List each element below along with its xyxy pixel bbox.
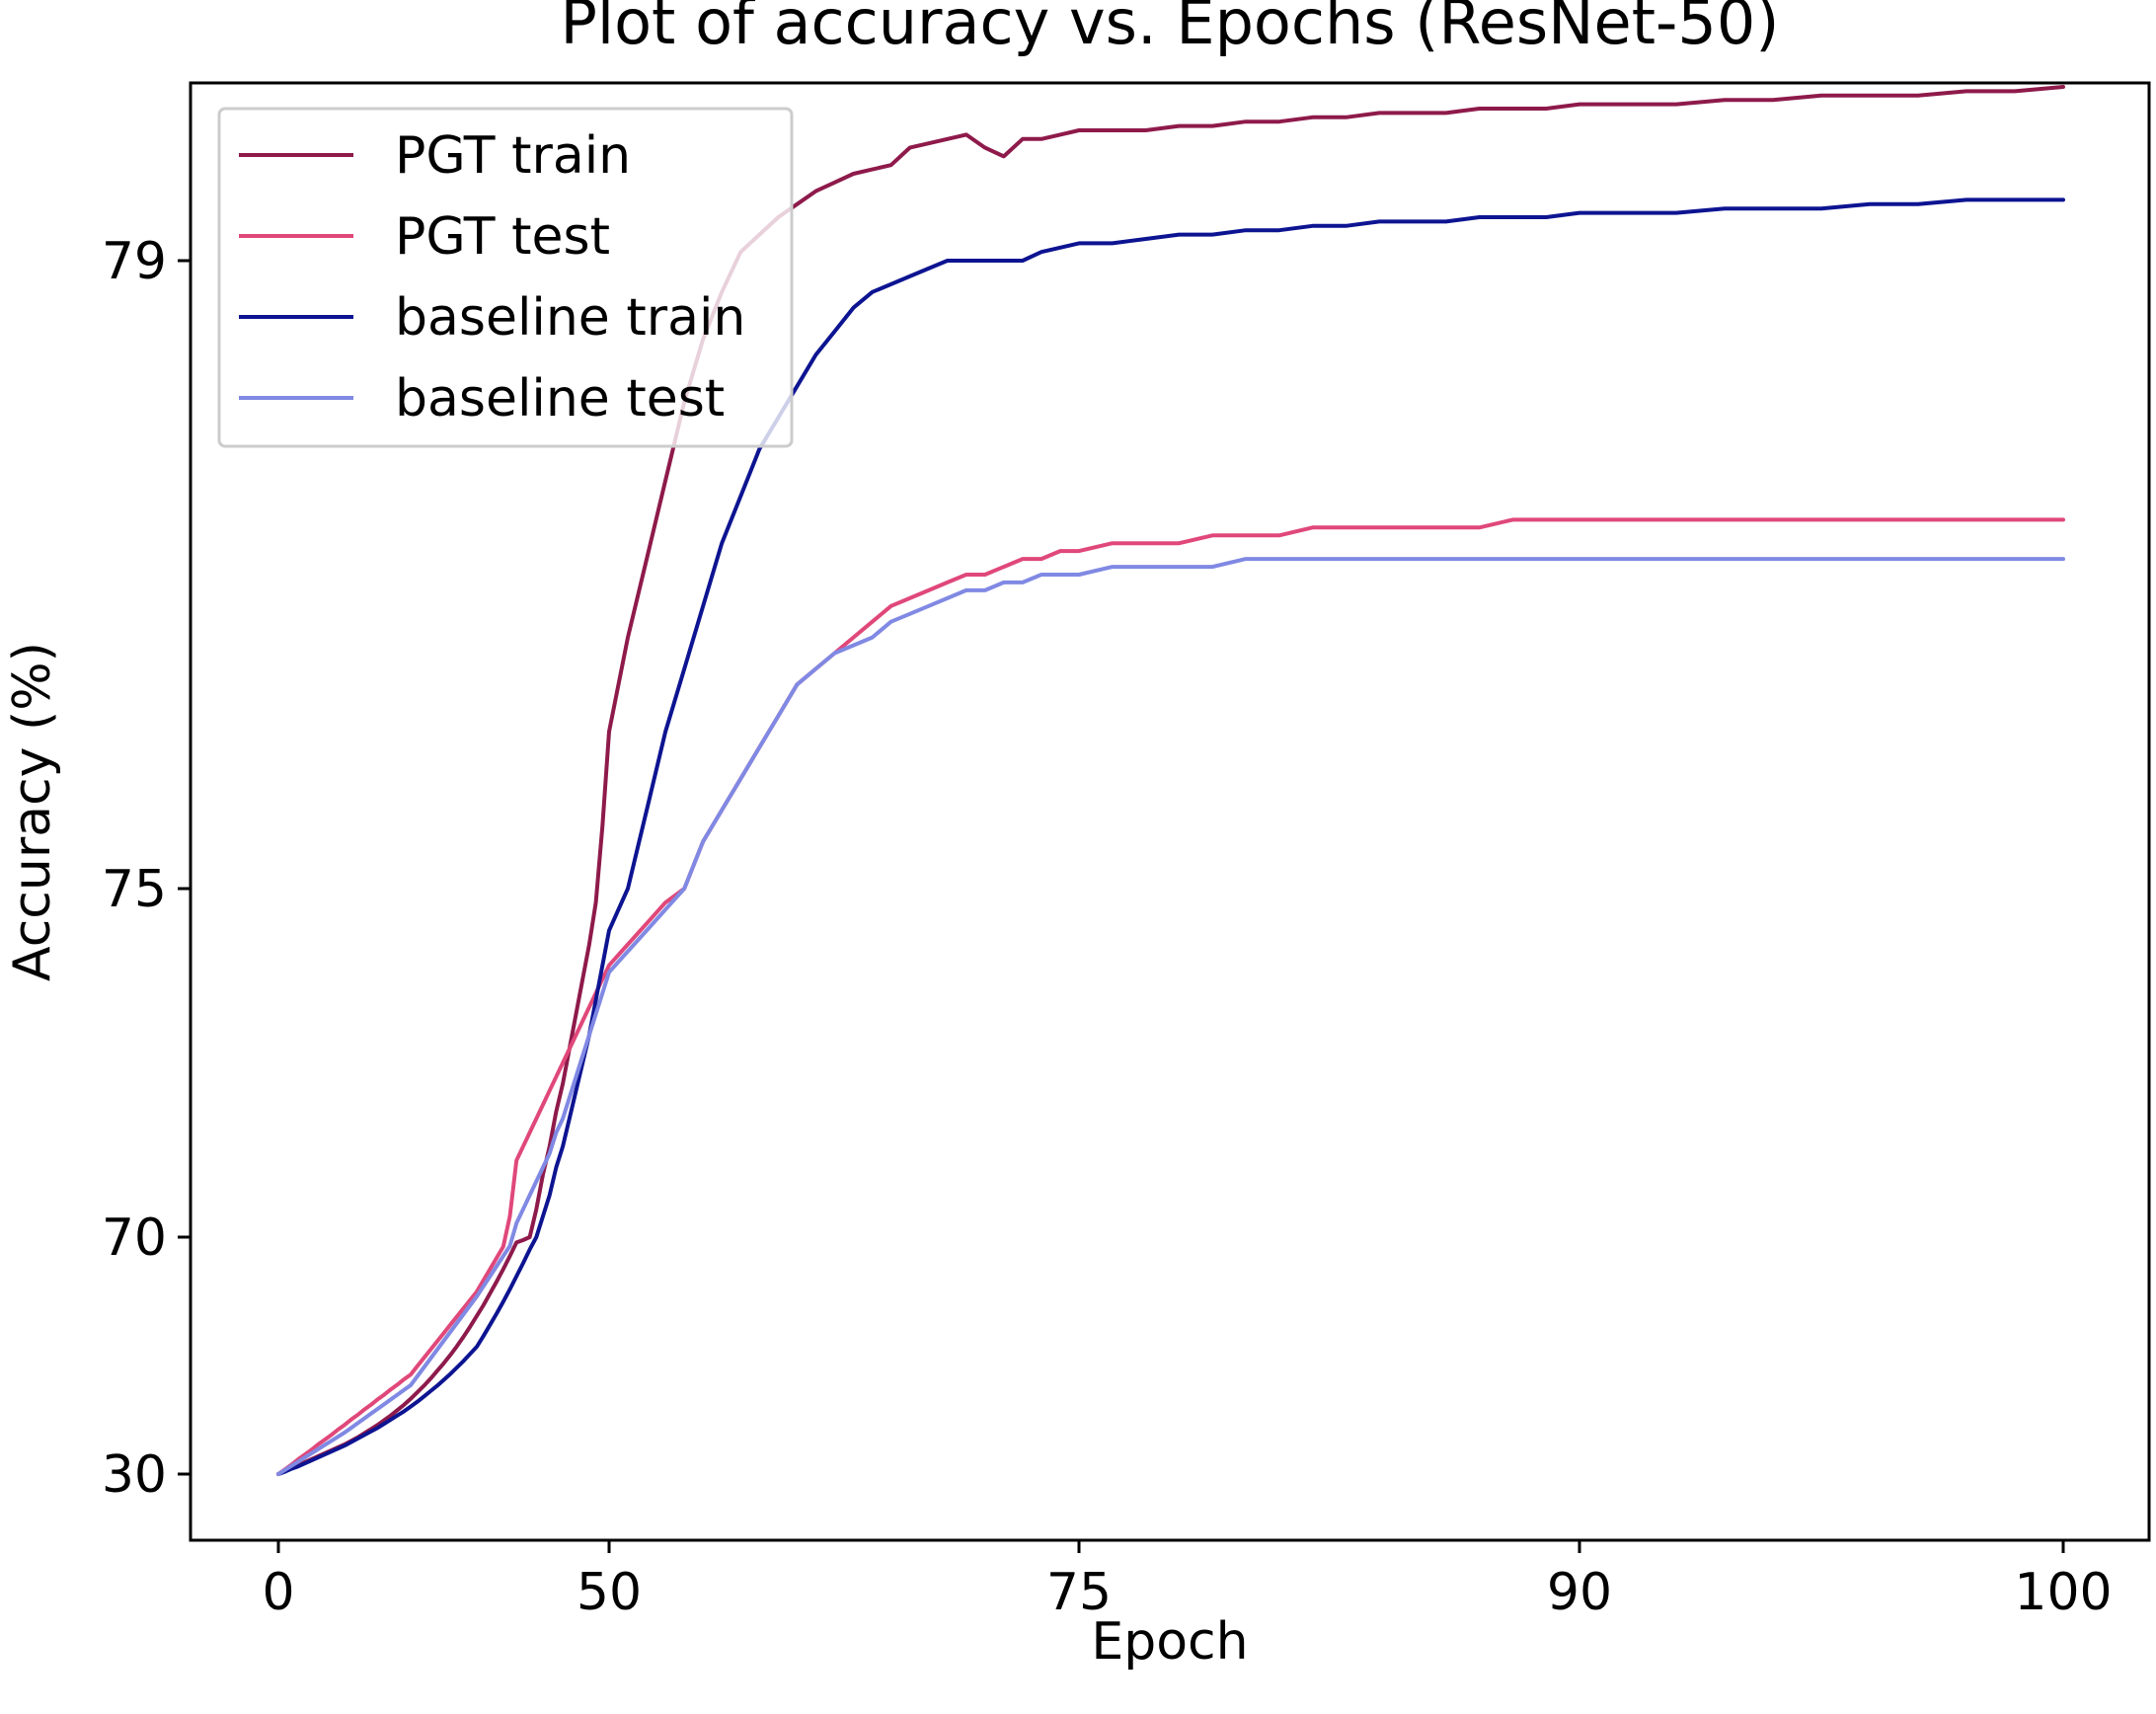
- series-line-baseline-test: [276, 557, 2065, 1476]
- x-tick-label: 0: [262, 1563, 294, 1622]
- y-axis-ticks: 30 70 75 79: [102, 232, 191, 1505]
- y-tick-label: 75: [102, 860, 167, 919]
- legend-label: baseline test: [395, 369, 725, 428]
- series-line-baseline-train: [276, 197, 2065, 1476]
- x-tick-label: 90: [1547, 1563, 1612, 1622]
- x-tick-label: 50: [577, 1563, 642, 1622]
- legend-label: PGT test: [395, 207, 610, 267]
- legend: PGT train PGT test baseline train baseline …: [217, 107, 794, 448]
- series-line-pgt-test: [276, 517, 2065, 1476]
- legend-box: [217, 107, 794, 448]
- y-tick-label: 79: [102, 232, 167, 291]
- x-tick-label: 75: [1046, 1563, 1112, 1622]
- legend-items: PGT train PGT test baseline train baseline …: [239, 126, 745, 428]
- legend-label: PGT train: [395, 126, 631, 186]
- x-tick-label: 100: [2014, 1563, 2112, 1622]
- y-axis-label: Accuracy (%): [3, 642, 62, 981]
- y-tick-label: 30: [102, 1445, 167, 1505]
- plot-frame: [189, 81, 2151, 1542]
- legend-label: baseline train: [395, 288, 745, 348]
- x-axis-label: Epoch: [1091, 1612, 1248, 1672]
- series-line-pgt-train: [276, 85, 2065, 1476]
- chart-title: Plot of accuracy vs. Epochs (ResNet-50): [561, 0, 1780, 58]
- plot-lines: [276, 85, 2065, 1476]
- x-axis-ticks: 0 50 75 90 100: [262, 1540, 2113, 1622]
- y-tick-label: 70: [102, 1208, 167, 1268]
